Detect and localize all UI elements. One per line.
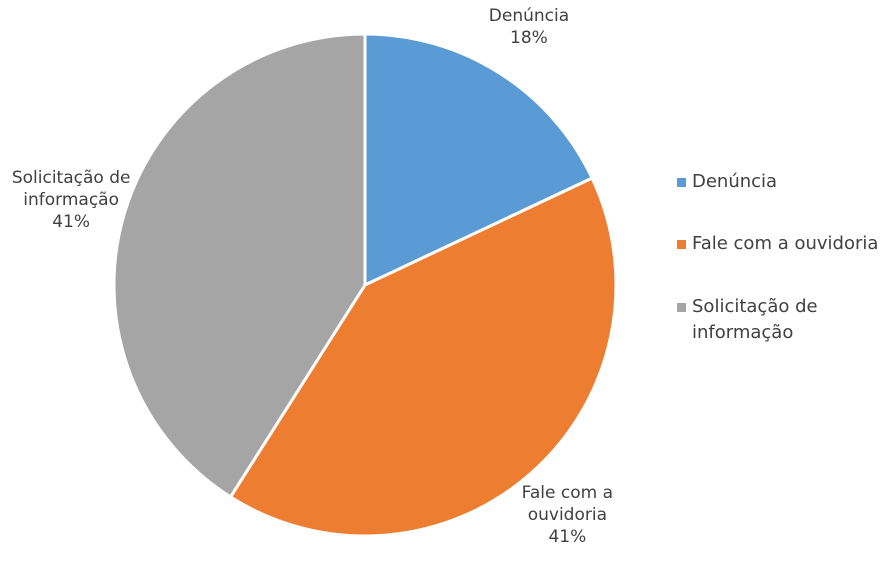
data-label-name: Denúncia: [488, 5, 570, 26]
pie-slice: [363, 32, 595, 288]
legend-swatch: [677, 240, 686, 249]
legend-swatch: [677, 178, 686, 187]
legend-entry: Fale com a ouvidoria: [677, 231, 889, 257]
data-label: Solicitação de informação 41%: [3, 167, 139, 233]
data-label-value: 41%: [548, 526, 587, 547]
data-label-name: Solicitação de informação: [11, 167, 131, 210]
data-label-name: Fale com a ouvidoria: [521, 482, 614, 525]
legend-label: Solicitação de informação: [692, 296, 818, 343]
pie-slice: [112, 32, 367, 499]
legend-swatch: [677, 303, 686, 312]
legend-label: Fale com a ouvidoria: [692, 233, 879, 254]
pie-slice: [228, 176, 618, 538]
legend-entry: Denúncia: [677, 169, 889, 195]
legend-entry: Solicitação de informação: [677, 294, 889, 346]
data-label-value: 18%: [510, 27, 548, 48]
data-label: Fale com a ouvidoria 41%: [499, 482, 635, 548]
data-label: Denúncia 18%: [461, 5, 597, 49]
legend-label: Denúncia: [692, 171, 778, 192]
data-label-value: 41%: [52, 211, 91, 232]
